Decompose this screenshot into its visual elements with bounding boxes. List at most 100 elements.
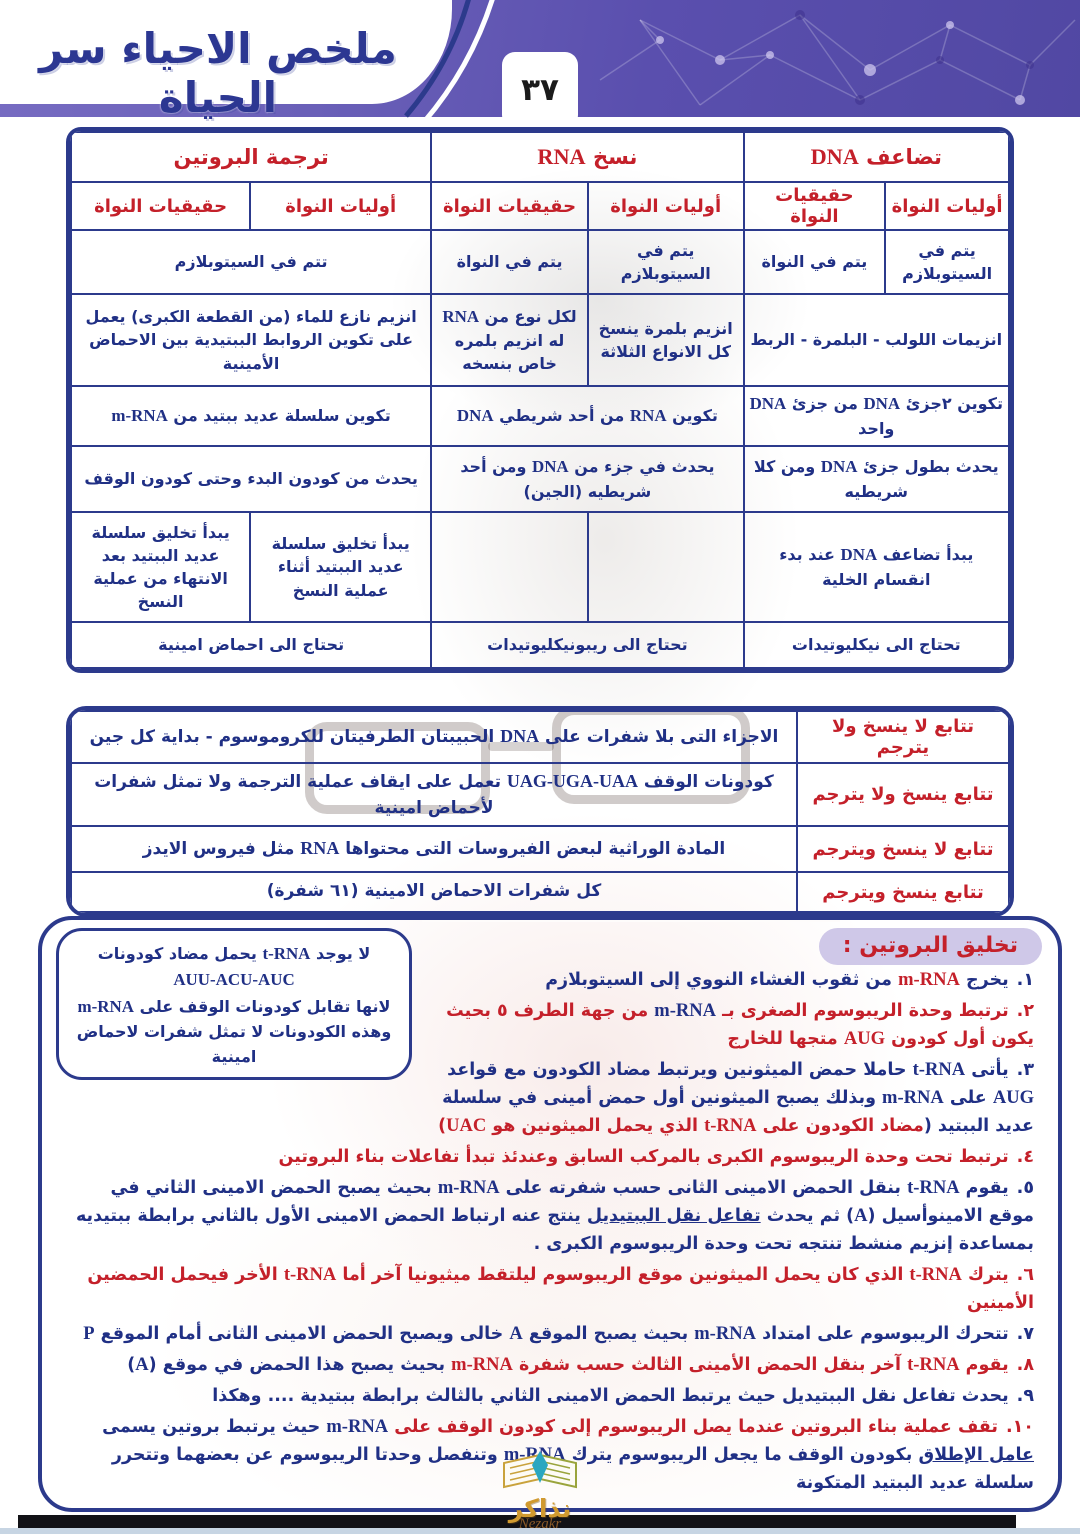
latin-text: RNA [537,144,586,169]
column-subheader: حقيقيات النواة [742,181,887,231]
sequence-type-content: المادة الوراثية لبعض الفيروسات التى محتو… [70,825,798,873]
column-subheader: حقيقيات النواة [70,181,252,231]
latin-text: m-RNA [326,1416,389,1437]
text-segment: ترتبط تحت وحدة الريبوسوم الكبرى بالمركب … [278,1147,1009,1167]
protein-step: ٩. يحدث تفاعل نقل الببتيديل حيث يرتبط الح… [60,1382,1038,1410]
table-row: تحتاج الى نيكليوتيدات تحتاج الى ريبونيكلي… [70,621,1010,669]
latin-text: m-RNA [898,969,960,990]
table-cell: تحتاج الى ريبونيكليوتيدات [430,621,745,669]
column-subheader: أوليات النواة [884,181,1010,231]
latin-text: UAC [446,1115,487,1136]
protein-synthesis-section: تخليق البروتين : لا يوجد t-RNA يحمل مضاد… [38,916,1062,1512]
trna-side-note: لا يوجد t-RNA يحمل مضاد كودونات AUU-ACU-A… [56,928,412,1081]
text-segment: تفاعل نقل الببتيديل [586,1206,761,1226]
text-segment: حيث يرتبط بروتين يسمى [102,1417,327,1437]
table-cell: انزيمات اللولب - البلمرة - الربط [742,293,1010,387]
title-plate [0,0,452,104]
table-cell: يتم في السيتوبلازم [884,229,1010,295]
latin-text: A [509,1323,523,1344]
protein-step: ٧. تتحرك الريبوسوم على امتداد m-RNA بحيث … [60,1320,1038,1348]
side-note-line: AUU-ACU-AUC [69,967,399,993]
table-cell [586,511,745,623]
text-segment: يأتى t-RNA حاملا حمض الميثونين ويرتبط مض… [442,1059,1034,1136]
page-title: ملخص الاحياء سر الحياة [39,24,397,122]
latin-text: t-RNA [907,1177,960,1198]
text-segment: يقوم t-RNA آخر بنقل الحمض الأمينى الثالث… [451,1354,1009,1375]
table-row: تتابع ينسخ ولا يترجم كودونات الوقف UAG-UG… [70,762,1010,827]
step-number: ٣. [1016,1060,1034,1080]
group-header-row: تضاعف DNA نسخ RNA ترجمة البروتين [70,131,1010,183]
latin-text: t-RNA [907,1354,960,1375]
latin-text: DNA [820,457,858,477]
table-cell: لكل نوع من RNA له انزيم بلمره خاص بنسخه [430,293,589,387]
latin-text: AUU-ACU-AUC [173,970,295,990]
comparison-table-body: يتم في السيتوبلازم يتم في النواة يتم في ال… [70,229,1010,669]
table-row: يبدأ تضاعف DNA عند بدء انقسام الخلية يبدأ… [70,511,1010,623]
bottom-gray-strip [0,1528,1080,1534]
latin-text: m-RNA [654,1000,717,1021]
column-subheader: أوليات النواة [586,181,745,231]
page-number-tab: ٣٧ [502,52,578,128]
latin-text: A [854,1205,868,1226]
table-row: انزيمات اللولب - البلمرة - الربط انزيم بل… [70,293,1010,387]
text-segment: يقوم t-RNA بنقل الحمض الامينى الثانى حسب… [110,1177,1034,1226]
latin-text: UAG-UGA-UAA [506,771,638,791]
step-number: ١. [1016,970,1034,990]
table-cell: تتم في السيتوبلازم [70,229,433,295]
latin-text: AUG [843,1028,886,1049]
sequence-table: تتابع لا ينسخ ولا يترجم الاجزاء التى بلا … [70,710,1010,913]
page-number: ٣٧ [521,72,559,108]
text-segment: m-RNA [326,1416,389,1437]
latin-text: DNA [500,726,540,747]
latin-text: P [83,1323,95,1344]
table-row: تتابع لا ينسخ ولا يترجم الاجزاء التى بلا … [70,710,1010,764]
table-row: تتابع ينسخ ويترجم كل شفرات الاحماض الامين… [70,871,1010,913]
table-cell: يبدأ تخليق سلسلة عديد الببتيد بعد الانته… [70,511,252,623]
step-number: ٢. [1016,1001,1034,1021]
latin-text: m-RNA [694,1323,757,1344]
open-book-icon [503,1451,577,1489]
text-segment: يحدث تفاعل نقل الببتيديل حيث يرتبط الحمض… [212,1386,1009,1406]
step-number: ٧. [1016,1324,1034,1344]
subheader-row: أوليات النواة حقيقيات النواة أوليات النواة… [70,181,1010,231]
table-cell: يحدث من كودون البدء وحتى كودون الوقف [70,445,433,513]
column-subheader: أوليات النواة [249,181,433,231]
step-number: ٨. [1016,1355,1034,1375]
latin-text: AUG [992,1087,1034,1108]
latin-text: m-RNA [437,1177,500,1198]
table-cell: يتم في النواة [742,229,887,295]
text-segment: من جهة الطرف ٥ بحيث يكون أول كودون AUG م… [446,1001,1034,1049]
bottom-black-bar [18,1515,1016,1528]
latin-text: DNA [840,545,878,565]
side-note-line: لانها تقابل كودونات الوقف على m-RNA وهذه… [76,996,392,1066]
table-cell: يحدث بطول جزئ DNA ومن كلا شريطيه [742,445,1010,513]
latin-text: t-RNA [262,944,311,963]
protein-step: ٨. يقوم t-RNA آخر بنقل الحمض الأمينى الثا… [60,1351,1038,1379]
column-group-header: نسخ RNA [430,131,745,183]
table-cell: يبدأ تضاعف DNA عند بدء انقسام الخلية [742,511,1010,623]
text-segment: ينتج عنه ارتباط الحمض الامينى الأول بالث… [75,1206,1034,1254]
table-cell: يحدث في جزء من DNA ومن أحد شريطيه (الجين… [430,445,745,513]
text-segment: مضاد الكودون على t-RNA الذي يحمل الميثون… [438,1115,924,1136]
sequence-type-label: تتابع لا ينسخ ويترجم [796,825,1010,873]
nezakr-logo: نذاكر Nezakr [492,1447,588,1532]
text-segment: تتحرك الريبوسوم على امتداد m-RNA بحيث يص… [83,1323,1009,1344]
text-segment: من ثقوب الغشاء النووي إلى السيتوبلازم [545,970,899,990]
text-segment: بكودون الوقف ما يجعل الريبوسوم يترك m-RN… [111,1444,1034,1493]
text-segment: m-RNA [898,969,960,990]
step-number: ٦. [1016,1265,1034,1285]
text-segment: بحيث يصبح هذا الحمض في موقع (A) [127,1354,446,1375]
column-group-header: تضاعف DNA [742,131,1010,183]
latin-text: t-RNA [909,1264,962,1285]
protein-step: ٢. ترتبط وحدة الريبوسوم الصغرى بـ m-RNA م… [60,997,1038,1053]
table-row: يتم في السيتوبلازم يتم في النواة يتم في ال… [70,229,1010,295]
table-row: تكوين ٢جزئ DNA من جزئ DNA واحد تكوين RNA … [70,385,1010,447]
latin-text: DNA [810,144,859,169]
section-title-pill: تخليق البروتين : [818,928,1042,965]
sequence-type-content: الاجزاء التى بلا شفرات على DNA الحبيبتان… [70,710,798,764]
latin-text: DNA [531,457,569,477]
comparison-table-head: تضاعف DNA نسخ RNA ترجمة البروتين أوليات الن… [70,131,1010,231]
step-number: ٥. [1016,1178,1034,1198]
latin-text: RNA [629,405,667,425]
